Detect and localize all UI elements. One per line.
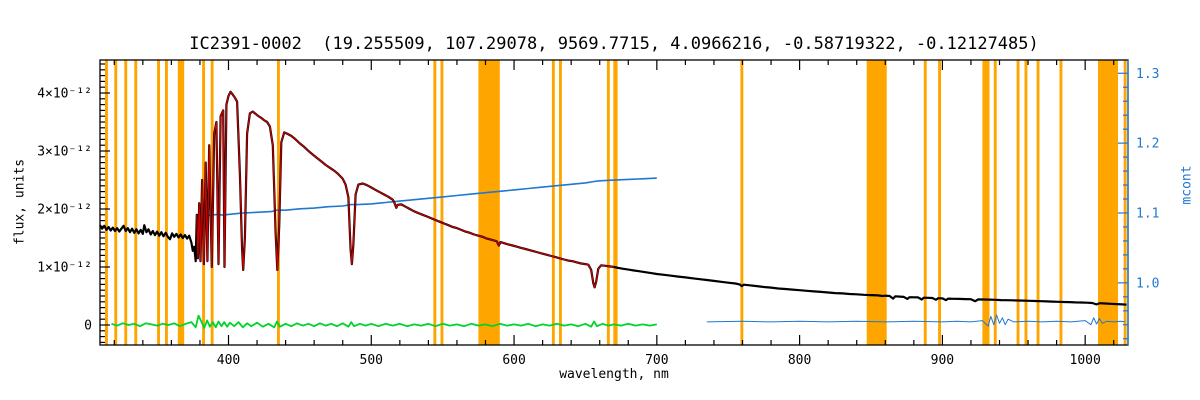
y-left-tick-label: 4×10⁻¹²: [37, 87, 92, 102]
masked-band: [740, 60, 744, 345]
masked-band: [478, 60, 500, 345]
x-axis-label: wavelength, nm: [559, 367, 669, 382]
masked-band: [993, 60, 997, 345]
masked-band: [866, 60, 887, 345]
y-right-tick-label: 1.3: [1136, 67, 1159, 82]
x-tick-label: 400: [217, 353, 240, 368]
masked-band: [1098, 60, 1118, 345]
masked-band: [124, 60, 128, 345]
masked-band: [433, 60, 437, 345]
series-mcont-extension: [706, 314, 1126, 327]
x-tick-label: 900: [931, 353, 954, 368]
masked-band: [277, 60, 280, 345]
y-left-tick-label: 1×10⁻¹²: [37, 260, 92, 275]
y-left-tick-label: 3×10⁻¹²: [37, 144, 92, 159]
masked-band: [114, 60, 118, 345]
y-right-tick-label: 1.2: [1136, 137, 1159, 152]
masked-band: [1024, 60, 1028, 345]
masked-band: [982, 60, 990, 345]
masked-band: [165, 60, 168, 345]
masked-band: [157, 60, 160, 345]
y-left-tick-label: 0: [84, 318, 92, 333]
masked-band: [551, 60, 555, 345]
masked-band: [1123, 60, 1127, 345]
x-tick-label: 600: [502, 353, 525, 368]
x-tick-label: 700: [645, 353, 668, 368]
masked-band: [938, 60, 941, 345]
x-tick-label: 1000: [1070, 353, 1101, 368]
plot-title: IC2391-0002 (19.255509, 107.29078, 9569.…: [189, 34, 1039, 54]
masked-band: [606, 60, 610, 345]
x-tick-label: 500: [360, 353, 383, 368]
masked-band: [923, 60, 927, 345]
masked-band: [134, 60, 138, 345]
masked-band: [559, 60, 562, 345]
masked-band: [1059, 60, 1063, 345]
masked-band: [177, 60, 185, 345]
y-left-tick-label: 2×10⁻¹²: [37, 202, 92, 217]
masked-band: [440, 60, 444, 345]
masked-band: [1036, 60, 1040, 345]
series-residual: [111, 314, 657, 329]
y-right-tick-label: 1.1: [1136, 206, 1159, 221]
masked-band: [105, 60, 108, 345]
x-tick-label: 800: [788, 353, 811, 368]
series-mcont: [196, 177, 657, 219]
series-model: [196, 91, 615, 288]
masked-band: [613, 60, 618, 345]
y-right-tick-label: 1.0: [1136, 276, 1159, 291]
masked-band: [1016, 60, 1020, 345]
